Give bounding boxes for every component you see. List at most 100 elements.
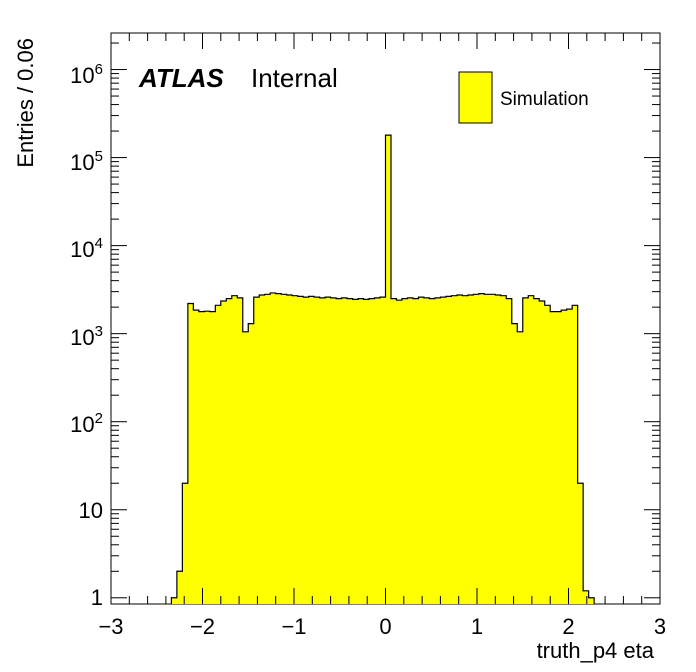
histogram-bin bbox=[204, 311, 211, 604]
histogram-bin bbox=[539, 300, 546, 604]
histogram-bin bbox=[451, 295, 458, 604]
histogram-bin bbox=[572, 305, 579, 604]
histogram-bin bbox=[275, 293, 282, 604]
histogram-bin bbox=[182, 483, 189, 604]
histogram-bin bbox=[506, 298, 513, 604]
histogram-bin bbox=[522, 297, 529, 604]
histogram-bin bbox=[341, 297, 348, 604]
histogram-bin bbox=[445, 296, 452, 604]
histogram-bin bbox=[303, 297, 310, 604]
y-tick-label: 1 bbox=[91, 585, 103, 610]
histogram-bin bbox=[248, 323, 255, 604]
histogram-bin bbox=[385, 135, 392, 604]
histogram-bin bbox=[198, 311, 205, 604]
y-tick-label: 10 bbox=[79, 498, 103, 523]
histogram-bin bbox=[369, 298, 375, 604]
histogram-bin bbox=[555, 311, 562, 604]
histogram-bin bbox=[374, 297, 381, 604]
histogram-bin bbox=[325, 297, 331, 604]
histogram-bin bbox=[462, 295, 469, 604]
x-tick-label: 0 bbox=[379, 614, 391, 639]
histogram-bin bbox=[440, 297, 447, 604]
histogram-bin bbox=[176, 571, 183, 604]
histogram-outline bbox=[170, 134, 595, 604]
histogram-bin bbox=[467, 294, 474, 604]
histogram-bin bbox=[533, 298, 540, 604]
histogram-bin bbox=[270, 292, 277, 604]
legend-label-simulation: Simulation bbox=[500, 89, 589, 110]
x-tick-label: 3 bbox=[654, 614, 666, 639]
atlas-label: ATLAS bbox=[138, 63, 224, 93]
y-axis-ticks bbox=[111, 42, 660, 599]
histogram-bin bbox=[220, 300, 227, 604]
histogram-bin bbox=[418, 297, 425, 604]
histogram-bin bbox=[566, 309, 573, 604]
x-tick-label: −2 bbox=[190, 614, 215, 639]
histogram-bin bbox=[187, 303, 194, 604]
x-axis-ticks bbox=[110, 33, 661, 604]
histogram-bin bbox=[358, 298, 364, 604]
histogram-bin bbox=[561, 310, 568, 604]
histogram-bin bbox=[484, 294, 491, 604]
histogram-bin bbox=[517, 331, 524, 604]
y-axis-label: Entries / 0.06 bbox=[13, 38, 38, 168]
histogram-bin bbox=[511, 323, 518, 604]
histogram-bin bbox=[456, 294, 463, 604]
histogram-bin bbox=[396, 300, 403, 604]
histogram-bin bbox=[242, 331, 249, 604]
histogram-bin bbox=[544, 305, 551, 604]
legend: Simulation bbox=[458, 71, 589, 124]
histogram-bin bbox=[215, 305, 222, 604]
histogram-bin bbox=[297, 296, 304, 604]
histogram-bin bbox=[423, 297, 430, 604]
histogram-bin bbox=[209, 311, 216, 604]
y-tick-label: 105 bbox=[70, 148, 103, 175]
histogram-bin bbox=[390, 298, 397, 604]
histogram-bin bbox=[319, 297, 326, 604]
histogram-bin bbox=[314, 297, 321, 604]
histogram-bin bbox=[347, 298, 353, 604]
histogram-bin bbox=[407, 297, 414, 604]
y-tick-label: 104 bbox=[70, 235, 103, 262]
x-tick-label: 2 bbox=[562, 614, 574, 639]
x-tick-label: −1 bbox=[281, 614, 306, 639]
y-tick-label: 106 bbox=[70, 61, 103, 88]
histogram-bin bbox=[193, 310, 200, 604]
histogram-bin bbox=[500, 295, 507, 604]
histogram-bin bbox=[259, 294, 266, 604]
histogram-bin bbox=[528, 295, 535, 604]
histogram-bin bbox=[363, 299, 370, 604]
x-axis-label: truth_p4 eta bbox=[537, 638, 655, 663]
internal-label: Internal bbox=[251, 63, 338, 93]
histogram-bin bbox=[281, 294, 288, 604]
histogram-bin bbox=[352, 299, 359, 604]
histogram-bin bbox=[226, 298, 233, 604]
histogram-bin bbox=[429, 298, 436, 604]
histogram-bin bbox=[308, 296, 315, 604]
legend-swatch-simulation bbox=[458, 71, 493, 124]
histogram-bin bbox=[231, 295, 238, 604]
histogram-bin bbox=[292, 295, 299, 604]
histogram-bin bbox=[478, 293, 485, 604]
histogram-bin bbox=[380, 297, 386, 604]
histogram-bin bbox=[489, 294, 496, 604]
histogram-bin bbox=[171, 597, 178, 604]
x-tick-label: −3 bbox=[98, 614, 123, 639]
histogram-bin bbox=[588, 597, 595, 604]
histogram-bin bbox=[253, 297, 260, 604]
histogram-bars bbox=[171, 135, 595, 604]
histogram-bin bbox=[330, 297, 337, 604]
histogram-bin bbox=[237, 297, 244, 604]
histogram-bin bbox=[434, 297, 441, 604]
x-tick-label: 1 bbox=[471, 614, 483, 639]
histogram-bin bbox=[577, 483, 584, 604]
histogram-bin bbox=[495, 294, 502, 604]
histogram-bin bbox=[336, 298, 342, 604]
histogram-bin bbox=[583, 590, 590, 604]
y-tick-label: 102 bbox=[70, 410, 103, 437]
y-tick-label: 103 bbox=[70, 323, 103, 350]
histogram-bin bbox=[412, 298, 419, 604]
histogram-bin bbox=[264, 294, 271, 604]
histogram-bin bbox=[550, 311, 557, 604]
